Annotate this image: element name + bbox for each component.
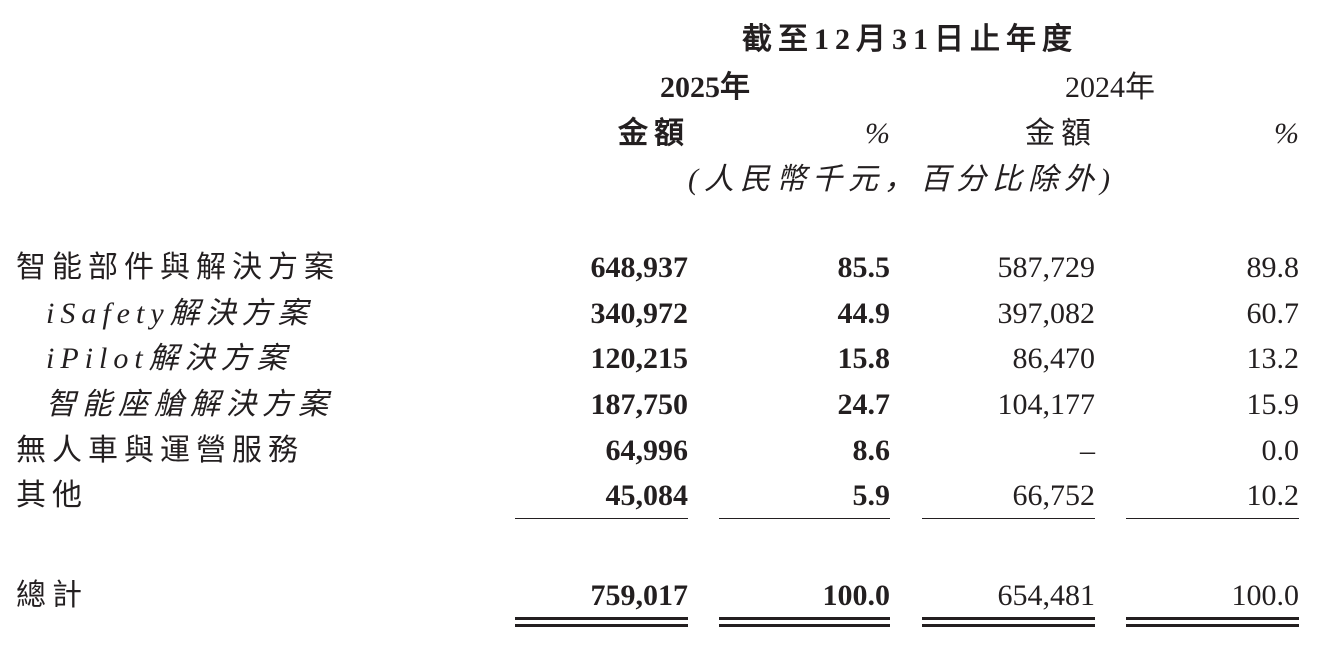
pct-2024: 15.9: [1246, 388, 1300, 421]
double-rule-col2: [719, 617, 890, 627]
amount-2025: 340,972: [590, 297, 689, 330]
pct-2024: 60.7: [1246, 297, 1300, 330]
row-label: iSafety解決方案: [46, 297, 314, 330]
pct-2025: 8.6: [852, 434, 891, 467]
rule-col1: [515, 518, 688, 519]
year-2024-heading: 2024年: [1065, 71, 1155, 104]
rule-col2: [719, 518, 890, 519]
rule-col3: [922, 518, 1095, 519]
amount-2025: 187,750: [590, 388, 689, 421]
pct-2024: 89.8: [1246, 251, 1300, 284]
row-label: 其他: [16, 479, 88, 512]
pct-2025: 44.9: [837, 297, 891, 330]
amount-2025: 120,215: [590, 342, 689, 375]
amount-2024: 104,177: [997, 388, 1096, 421]
amount-2024: 397,082: [997, 297, 1096, 330]
pct-2024-heading: %: [1274, 117, 1299, 150]
amount-2024: 587,729: [997, 251, 1096, 284]
total-pct-2025: 100.0: [822, 579, 891, 612]
rule-col4: [1126, 518, 1299, 519]
pct-2025: 15.8: [837, 342, 891, 375]
pct-2025-heading: %: [865, 117, 890, 150]
pct-2024: 10.2: [1246, 479, 1300, 512]
amount-2024: –: [1080, 434, 1095, 467]
double-rule-col3: [922, 617, 1095, 627]
row-label: 智能座艙解決方案: [46, 388, 334, 421]
pct-2025: 85.5: [837, 251, 891, 284]
row-label: iPilot解決方案: [46, 342, 293, 375]
pct-2024: 0.0: [1261, 434, 1300, 467]
amount-2024: 66,752: [1012, 479, 1096, 512]
total-amount-2024: 654,481: [997, 579, 1096, 612]
total-pct-2024: 100.0: [1231, 579, 1300, 612]
total-label: 總計: [16, 579, 88, 612]
period-heading: 截至12月31日止年度: [742, 23, 1078, 56]
year-2025-heading: 2025年: [660, 71, 750, 104]
amount-2025: 45,084: [605, 479, 689, 512]
double-rule-col1: [515, 617, 688, 627]
amount-2024: 86,470: [1012, 342, 1096, 375]
double-rule-col4: [1126, 617, 1299, 627]
pct-2025: 5.9: [852, 479, 891, 512]
row-label: 智能部件與解決方案: [16, 251, 340, 284]
total-amount-2025: 759,017: [590, 579, 689, 612]
amount-2025: 64,996: [605, 434, 689, 467]
pct-2025: 24.7: [837, 388, 891, 421]
unit-note: (人民幣千元，百分比除外): [688, 163, 1116, 196]
row-label: 無人車與運營服務: [16, 434, 304, 467]
amount-2025: 648,937: [590, 251, 689, 284]
amount-2024-heading: 金額: [1025, 117, 1097, 150]
amount-2025-heading: 金額: [618, 117, 690, 150]
pct-2024: 13.2: [1246, 342, 1300, 375]
